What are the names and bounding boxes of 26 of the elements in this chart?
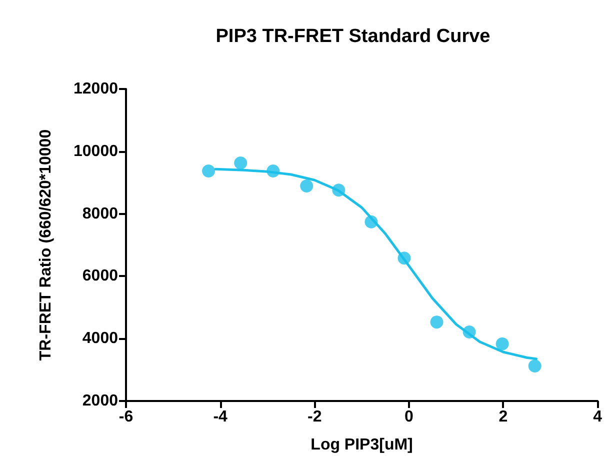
x-tick-label: 4 [593,408,602,426]
point [430,316,444,329]
point [332,184,346,197]
chart-title: PIP3 TR-FRET Standard Curve [216,26,490,47]
point [364,215,378,228]
x-tick-label: -6 [118,408,134,426]
y-tick-label: 4000 [82,330,118,348]
point [398,252,411,265]
point [234,156,248,170]
y-tick-label: 10000 [74,142,118,160]
x-tick-label: 2 [498,408,508,426]
point [496,337,509,350]
x-tick-label: 0 [404,408,414,426]
point [266,164,280,178]
x-tick-label: -4 [213,408,228,426]
y-tick-label: 2000 [82,392,118,410]
point [528,360,542,373]
point [462,326,476,339]
y-tick-label: 8000 [82,205,118,222]
y-tick-label: 12000 [74,80,118,98]
y-tick-label: 6000 [82,268,118,285]
point [202,164,216,178]
y-axis-title: TR-FRET Ratio (660/620*10000 [38,129,54,361]
point [300,180,314,193]
x-axis-title: Log PIP3[uM] [310,436,413,454]
x-tick-label: -2 [308,408,322,426]
